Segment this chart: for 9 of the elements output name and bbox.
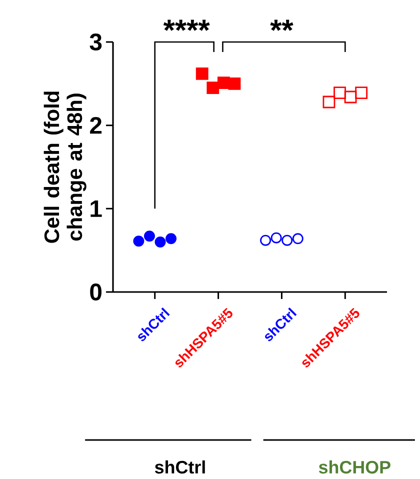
text: shCHOP — [318, 460, 390, 474]
text: **** — [163, 20, 210, 31]
y-axis-title: Cell death (fold change at 48h) — [44, 92, 86, 243]
text: ** — [270, 20, 294, 31]
y-tick-label: 3 — [90, 34, 102, 50]
y-tick-label: 1 — [90, 200, 102, 217]
y-tick-label: 2 — [90, 116, 102, 134]
text: shCtrl — [154, 460, 205, 474]
y-tick-label: 0 — [90, 284, 102, 300]
